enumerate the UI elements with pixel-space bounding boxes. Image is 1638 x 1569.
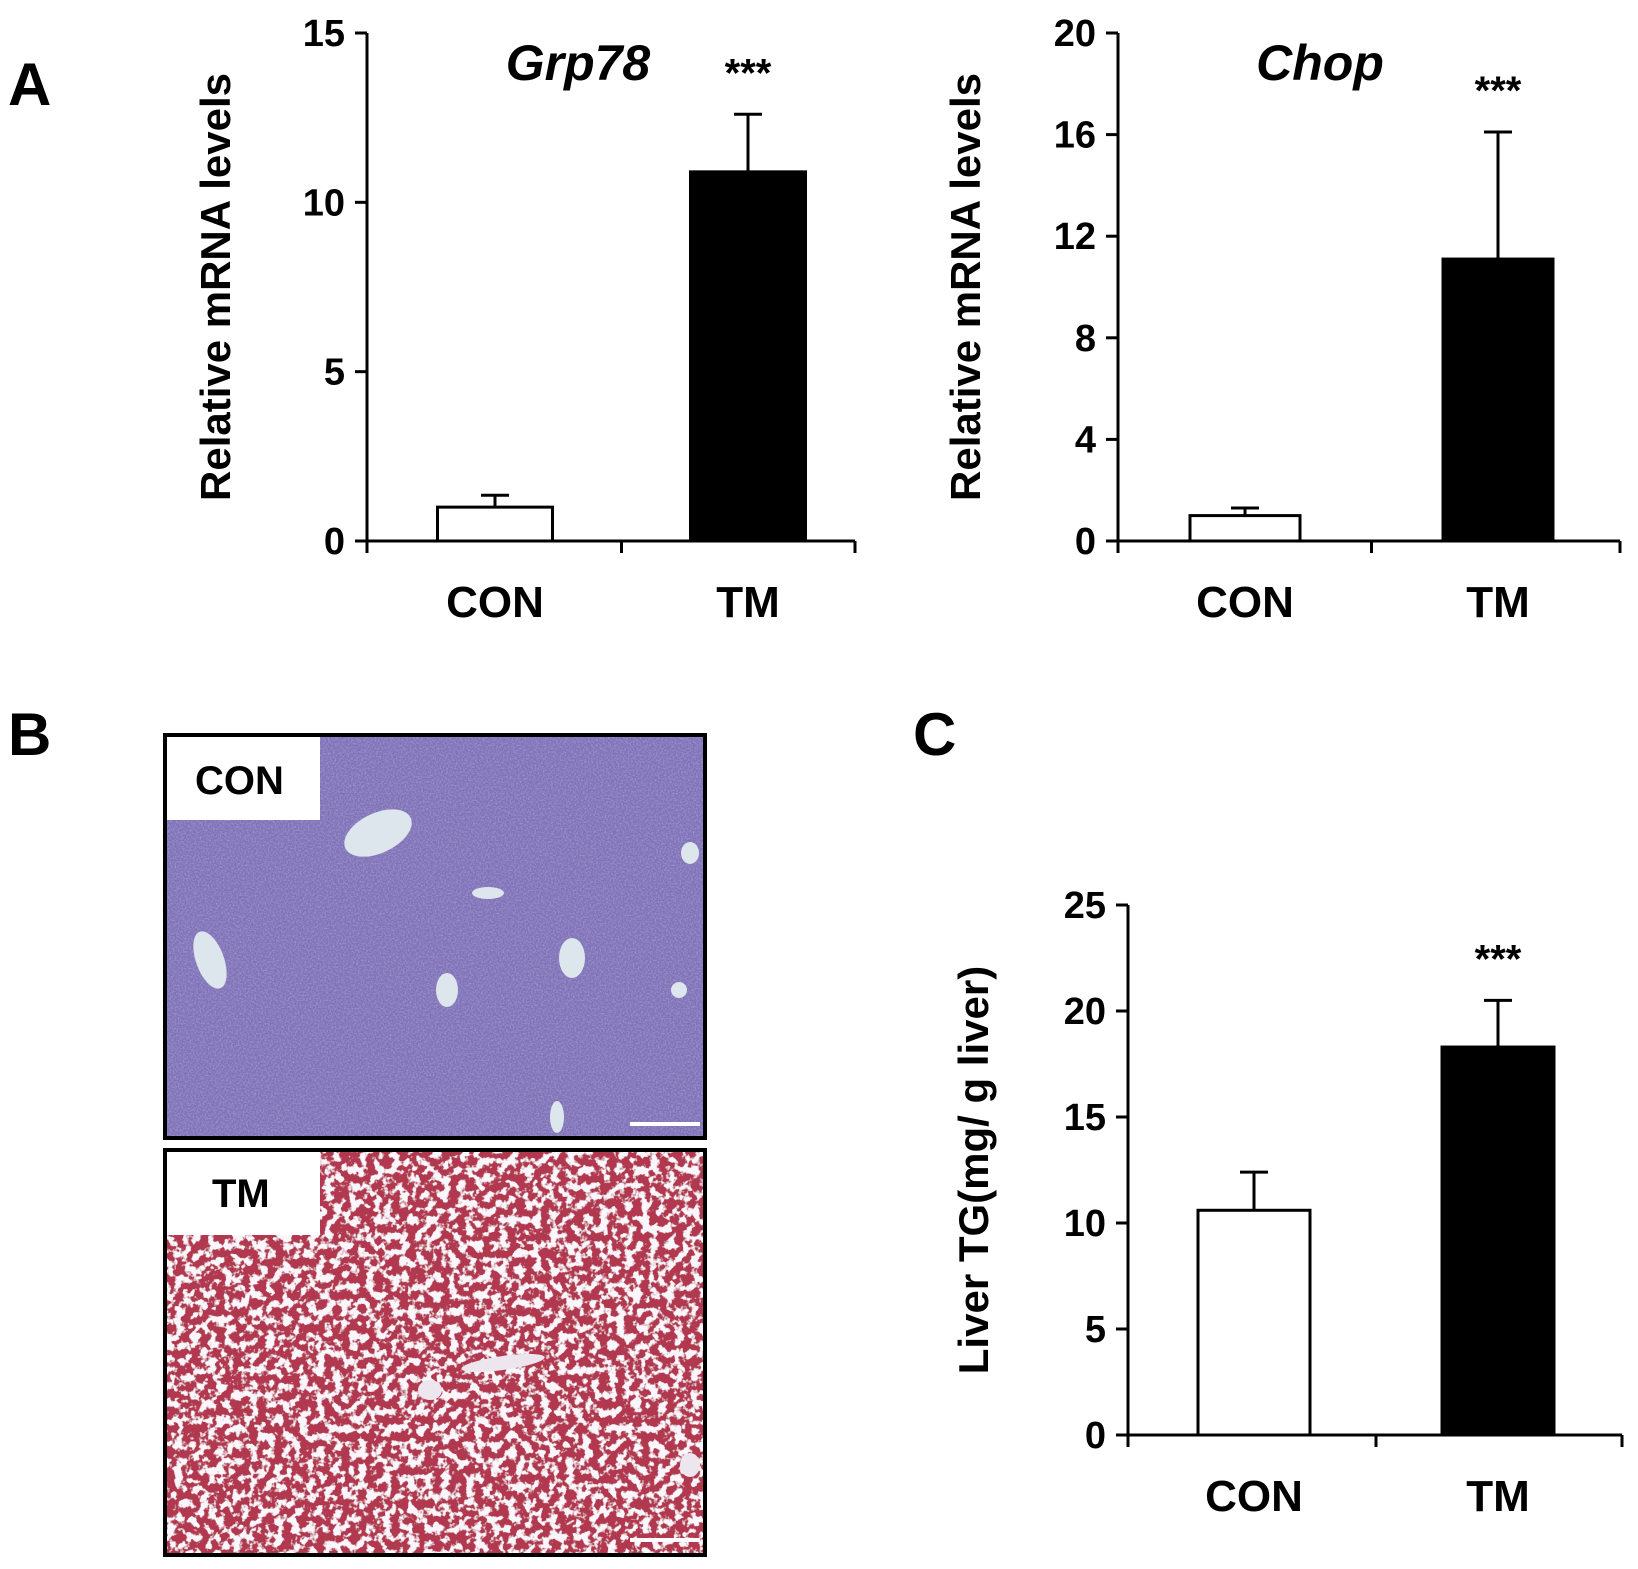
y-tick-label: 8 bbox=[1075, 318, 1096, 360]
chart-title: Chop bbox=[1256, 35, 1384, 91]
y-tick-label: 0 bbox=[1085, 1415, 1106, 1457]
y-tick-label: 15 bbox=[303, 13, 345, 55]
significance-marker: *** bbox=[725, 51, 772, 95]
micrograph-con-label-box bbox=[165, 735, 320, 820]
micrograph-tm-frame bbox=[163, 1148, 707, 1557]
micrograph-con-vessel bbox=[671, 982, 687, 998]
significance-marker: *** bbox=[1475, 937, 1522, 981]
micrograph-con-vessel bbox=[193, 931, 227, 989]
chart-chop: 0 4 8 12 16 20 CON *** TM Relative mRNA levels Cho… bbox=[942, 13, 1622, 627]
y-axis-title: Relative mRNA levels bbox=[942, 73, 989, 501]
y-axis-title: Liver TG(mg/ g liver) bbox=[950, 966, 997, 1374]
y-tick-label: 5 bbox=[324, 352, 345, 394]
bar-tm bbox=[1441, 257, 1555, 543]
bar-con bbox=[436, 505, 554, 543]
y-tick-label: 5 bbox=[1085, 1309, 1106, 1351]
micrograph-tm-vessel bbox=[418, 1380, 442, 1400]
y-tick-label: 0 bbox=[1075, 521, 1096, 563]
y-tick-label: 4 bbox=[1075, 419, 1096, 461]
micrograph-con: CON bbox=[163, 733, 707, 1140]
micrograph-tm: TM bbox=[163, 1148, 707, 1557]
micrograph-tm-vessel bbox=[680, 1453, 700, 1477]
chart-grp78: 0 5 10 15 CON *** TM Relative mRNA levels Grp78 bbox=[192, 13, 857, 627]
panel-letter-c: C bbox=[913, 701, 956, 768]
micrograph-con-frame bbox=[163, 733, 707, 1140]
y-tick-label: 12 bbox=[1054, 216, 1096, 258]
micrograph-con-vessel bbox=[681, 842, 699, 864]
bar-con bbox=[1188, 514, 1302, 543]
panel-letter-a: A bbox=[8, 51, 51, 118]
micrograph-con-vessel bbox=[436, 973, 458, 1007]
chart-liver-tg: 0 5 10 15 20 25 CON *** TM Liver TG(mg/ g liver) bbox=[950, 885, 1624, 1521]
x-tick-label: CON bbox=[446, 578, 544, 627]
y-tick-label: 10 bbox=[303, 182, 345, 224]
micrograph-con-label: CON bbox=[195, 759, 284, 803]
micrograph-con-vessel bbox=[559, 938, 585, 978]
bar-tm bbox=[1440, 1045, 1556, 1437]
bar-tm bbox=[689, 170, 807, 543]
y-tick-label: 10 bbox=[1064, 1203, 1106, 1245]
chart-title: Grp78 bbox=[506, 35, 651, 91]
x-tick-label: TM bbox=[1466, 1472, 1530, 1521]
panel-letter-b: B bbox=[8, 701, 51, 768]
y-tick-label: 20 bbox=[1054, 13, 1096, 55]
micrograph-con-scale-bar bbox=[630, 1122, 700, 1126]
bar-con bbox=[1196, 1208, 1312, 1437]
micrograph-tm-label-box bbox=[165, 1150, 320, 1235]
micrograph-con-vessel bbox=[550, 1101, 564, 1133]
x-tick-label: TM bbox=[716, 578, 780, 627]
y-axis-title: Relative mRNA levels bbox=[192, 73, 239, 501]
micrograph-tm-scale-bar bbox=[630, 1538, 700, 1542]
y-tick-label: 0 bbox=[324, 521, 345, 563]
x-tick-label: CON bbox=[1196, 578, 1294, 627]
x-tick-label: CON bbox=[1205, 1472, 1303, 1521]
micrograph-con-vessel bbox=[472, 887, 504, 899]
micrograph-tm-vessel bbox=[461, 1353, 545, 1373]
y-tick-label: 25 bbox=[1064, 885, 1106, 927]
y-tick-label: 16 bbox=[1054, 115, 1096, 157]
y-tick-label: 20 bbox=[1064, 991, 1106, 1033]
x-tick-label: TM bbox=[1466, 578, 1530, 627]
y-tick-label: 15 bbox=[1064, 1097, 1106, 1139]
significance-marker: *** bbox=[1475, 69, 1522, 113]
micrograph-tm-label: TM bbox=[212, 1172, 270, 1216]
micrograph-con-vessel bbox=[344, 809, 412, 857]
